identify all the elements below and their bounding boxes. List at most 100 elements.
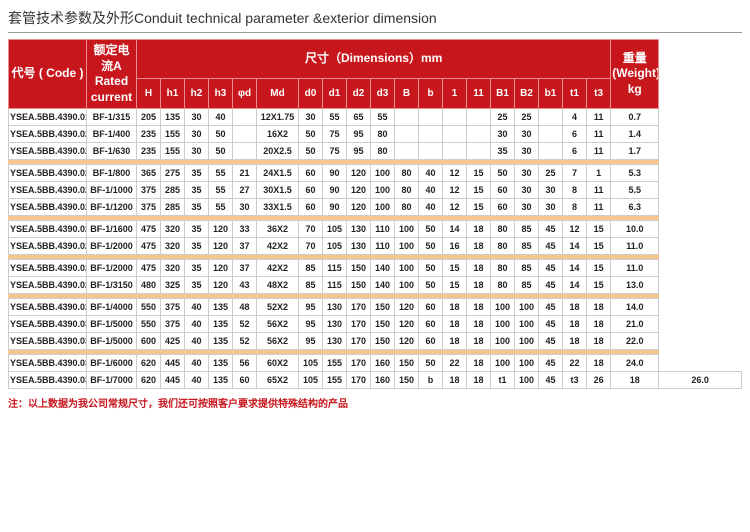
cell-dim: 170 (347, 316, 371, 333)
cell-dim: 42X2 (257, 238, 299, 255)
col-dim: B (395, 78, 419, 109)
cell-dim: 375 (137, 182, 161, 199)
cell-dim: 480 (137, 277, 161, 294)
cell-dim: 80 (395, 182, 419, 199)
cell-dim: 40 (419, 199, 443, 216)
cell-dim: 18 (563, 316, 587, 333)
cell-dim: 130 (323, 299, 347, 316)
cell-dim: 105 (299, 372, 323, 389)
cell-dim: 130 (347, 221, 371, 238)
cell-dim: 20X2.5 (257, 143, 299, 160)
cell-dim: 18 (467, 221, 491, 238)
col-dim: b1 (539, 78, 563, 109)
cell-dim: 45 (539, 299, 563, 316)
cell-rated: BF-1/2000 (87, 260, 137, 277)
cell-dim: 37 (233, 260, 257, 277)
cell-weight: 10.0 (611, 221, 659, 238)
cell-dim: 320 (161, 238, 185, 255)
table-body: YSEA.5BB.4390.019BF-1/315205135304012X1.… (9, 109, 742, 389)
cell-dim: 25 (539, 165, 563, 182)
cell-dim: 100 (371, 199, 395, 216)
cell-code: YSEA.5BB.4390.026 (9, 238, 87, 255)
cell-weight: 14.0 (611, 299, 659, 316)
cell-dim: 100 (395, 238, 419, 255)
cell-dim: 55 (371, 109, 395, 126)
cell-dim: 50 (209, 126, 233, 143)
cell-dim: 100 (395, 221, 419, 238)
cell-dim: 85 (515, 238, 539, 255)
cell-dim: 155 (323, 372, 347, 389)
cell-dim: 95 (299, 316, 323, 333)
cell-rated: BF-1/1000 (87, 182, 137, 199)
cell-dim: 6 (563, 143, 587, 160)
cell-dim: 65 (347, 109, 371, 126)
cell-dim: 105 (299, 355, 323, 372)
table-row: YSEA.5BB.4390.026BF-1/200047532035120374… (9, 238, 742, 255)
cell-dim: 14 (563, 260, 587, 277)
cell-dim: 120 (395, 316, 419, 333)
cell-dim: 18 (563, 299, 587, 316)
col-dim: 1 (443, 78, 467, 109)
cell-dim: 120 (347, 165, 371, 182)
spec-table: 代号 ( Code ) 额定电流A Rated current 尺寸（Dimen… (8, 39, 742, 389)
cell-dim: 365 (137, 165, 161, 182)
cell-dim: 100 (491, 299, 515, 316)
cell-dim: 30 (515, 126, 539, 143)
cell-dim: 11 (587, 126, 611, 143)
cell-dim: 55 (209, 182, 233, 199)
cell-dim: 18 (587, 316, 611, 333)
cell-dim: 18 (587, 333, 611, 350)
cell-weight: 26.0 (659, 372, 742, 389)
cell-dim: 12 (443, 199, 467, 216)
cell-dim: 155 (323, 355, 347, 372)
cell-dim: 170 (347, 372, 371, 389)
cell-dim: 150 (347, 260, 371, 277)
cell-rated: BF-1/3150 (87, 277, 137, 294)
cell-dim: 18 (467, 316, 491, 333)
cell-dim: 30 (515, 199, 539, 216)
cell-code: YSEA.5BB.4390.022 (9, 165, 87, 182)
cell-dim: 375 (161, 299, 185, 316)
cell-dim: 60 (299, 182, 323, 199)
cell-dim: 110 (371, 238, 395, 255)
cell-dim: 18 (587, 355, 611, 372)
cell-dim (539, 143, 563, 160)
cell-dim: 12 (443, 182, 467, 199)
cell-dim: 50 (419, 238, 443, 255)
cell-dim: 80 (395, 199, 419, 216)
cell-dim: 130 (323, 316, 347, 333)
cell-dim: 25 (515, 109, 539, 126)
cell-dim: 90 (323, 165, 347, 182)
cell-dim: 18 (467, 355, 491, 372)
cell-dim: 135 (209, 372, 233, 389)
cell-dim: 550 (137, 299, 161, 316)
cell-dim: 21 (233, 165, 257, 182)
cell-dim: 170 (347, 355, 371, 372)
cell-dim: 160 (371, 355, 395, 372)
cell-dim: 56X2 (257, 333, 299, 350)
table-row: YSEA.5BB.4390.025BF-1/160047532035120333… (9, 221, 742, 238)
cell-dim: 100 (515, 333, 539, 350)
cell-dim: 60 (299, 165, 323, 182)
cell-dim: 60 (419, 316, 443, 333)
cell-dim: 18 (467, 260, 491, 277)
cell-dim: 140 (371, 277, 395, 294)
cell-dim: 105 (323, 238, 347, 255)
table-row: YSEA.5BB.4390.024BF-1/120037528535553033… (9, 199, 742, 216)
cell-dim: 30 (185, 109, 209, 126)
cell-dim: 85 (299, 277, 323, 294)
cell-weight: 22.0 (611, 333, 659, 350)
cell-dim: 14 (563, 238, 587, 255)
cell-dim: 285 (161, 199, 185, 216)
cell-dim: 7 (563, 165, 587, 182)
col-dim: d2 (347, 78, 371, 109)
cell-weight: 5.3 (611, 165, 659, 182)
cell-dim: 95 (299, 333, 323, 350)
cell-rated: BF-1/5000 (87, 316, 137, 333)
cell-rated: BF-1/1600 (87, 221, 137, 238)
col-dim: 11 (467, 78, 491, 109)
cell-dim: 100 (515, 355, 539, 372)
cell-dim: 150 (371, 316, 395, 333)
cell-dim: b (419, 372, 443, 389)
table-row: YSEA.5BB.4390.028BF-1/315048032535120434… (9, 277, 742, 294)
